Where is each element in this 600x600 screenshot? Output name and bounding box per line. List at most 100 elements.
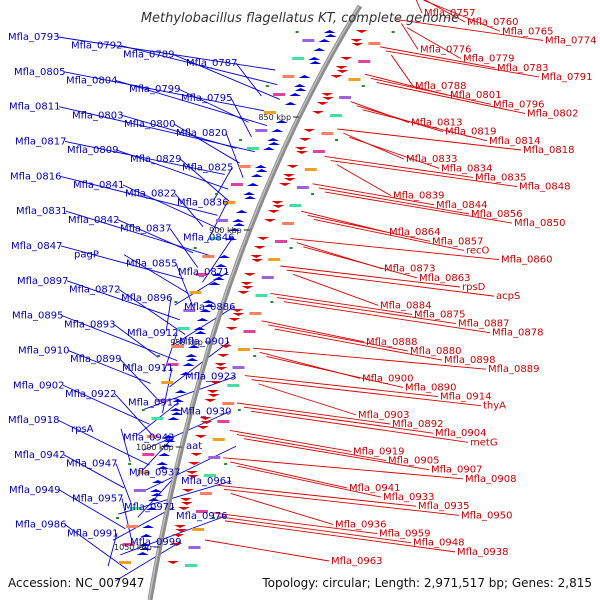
- gene-label-plus[interactable]: metG: [470, 437, 498, 448]
- gene-label-plus[interactable]: Mfla_0801: [450, 90, 502, 101]
- gene-label-minus[interactable]: aat: [186, 441, 202, 452]
- gene-label-minus[interactable]: Mfla_0922: [65, 389, 117, 400]
- gene-label-plus[interactable]: Mfla_0813: [411, 118, 463, 129]
- gene-label-minus[interactable]: Mfla_0901: [179, 337, 231, 348]
- gene-arrow-plus[interactable]: [175, 529, 188, 532]
- gene-label-plus[interactable]: Mfla_0941: [349, 483, 401, 494]
- gene-arrow-plus[interactable]: [312, 111, 325, 114]
- gene-label-minus[interactable]: Mfla_0816: [10, 171, 62, 182]
- gene-label-plus[interactable]: Mfla_0779: [463, 54, 515, 65]
- gene-label-plus[interactable]: Mfla_0857: [432, 236, 484, 247]
- gene-arrow-minus[interactable]: [186, 358, 199, 361]
- gene-arrow-minus[interactable]: [156, 462, 169, 465]
- gene-label-minus[interactable]: Mfla_0923: [185, 372, 237, 383]
- gene-label-plus[interactable]: Mfla_0914: [440, 392, 492, 403]
- gene-label-minus[interactable]: Mfla_0787: [186, 58, 238, 69]
- gene-label-plus[interactable]: Mfla_0898: [444, 355, 496, 366]
- gene-label-minus[interactable]: Mfla_0793: [8, 32, 60, 43]
- gene-arrow-minus[interactable]: [170, 412, 183, 415]
- gene-label-plus[interactable]: acpS: [496, 291, 520, 302]
- gene-label-minus[interactable]: Mfla_0792: [71, 41, 123, 52]
- gene-arrow-plus[interactable]: [179, 498, 192, 501]
- gene-label-plus[interactable]: Mfla_0935: [418, 501, 470, 512]
- gene-label-minus[interactable]: Mfla_0896: [121, 293, 173, 304]
- gene-arrow-plus[interactable]: [170, 543, 183, 546]
- gene-label-minus[interactable]: Mfla_0902: [13, 380, 65, 391]
- gene-label-plus[interactable]: Mfla_0963: [331, 556, 383, 567]
- gene-arrow-minus[interactable]: [324, 34, 337, 37]
- gene-label-plus[interactable]: Mfla_0959: [379, 529, 431, 540]
- gene-label-minus[interactable]: Mfla_0872: [69, 285, 121, 296]
- gene-label-minus[interactable]: Mfla_0805: [14, 67, 66, 78]
- gene-arrow-plus[interactable]: [286, 165, 299, 168]
- gene-arrow-plus[interactable]: [282, 174, 295, 177]
- gene-label-plus[interactable]: Mfla_0933: [383, 492, 435, 503]
- gene-arrow-minus[interactable]: [289, 93, 302, 96]
- gene-label-plus[interactable]: Mfla_0938: [457, 547, 509, 558]
- gene-label-minus[interactable]: Mfla_0789: [123, 49, 175, 60]
- gene-arrow-minus[interactable]: [284, 102, 297, 105]
- gene-arrow-plus[interactable]: [181, 489, 194, 492]
- gene-label-minus[interactable]: rpsA: [71, 424, 94, 435]
- gene-arrow-minus[interactable]: [145, 507, 158, 510]
- gene-arrow-minus[interactable]: [228, 228, 241, 231]
- gene-arrow-minus[interactable]: [158, 453, 171, 456]
- gene-label-plus[interactable]: Mfla_0834: [441, 163, 493, 174]
- gene-arrow-minus[interactable]: [271, 129, 284, 132]
- gene-arrow-plus[interactable]: [253, 246, 266, 249]
- gene-label-plus[interactable]: Mfla_0760: [467, 17, 519, 28]
- gene-arrow-plus[interactable]: [240, 282, 253, 285]
- gene-label-plus[interactable]: Mfla_0948: [413, 538, 465, 549]
- gene-arrow-minus[interactable]: [208, 282, 221, 285]
- gene-label-plus[interactable]: recO: [466, 245, 490, 256]
- gene-arrow-minus[interactable]: [211, 273, 224, 276]
- gene-arrow-plus[interactable]: [204, 399, 217, 402]
- gene-arrow-plus[interactable]: [172, 534, 185, 537]
- gene-arrow-plus[interactable]: [217, 354, 230, 357]
- gene-label-minus[interactable]: Mfla_0943: [123, 433, 175, 444]
- gene-label-minus[interactable]: Mfla_0913: [128, 398, 180, 409]
- gene-arrow-plus[interactable]: [316, 102, 329, 105]
- gene-arrow-minus[interactable]: [233, 223, 246, 226]
- gene-arrow-minus[interactable]: [167, 417, 180, 420]
- gene-arrow-minus[interactable]: [160, 444, 173, 447]
- gene-label-plus[interactable]: Mfla_0839: [393, 191, 445, 202]
- gene-arrow-minus[interactable]: [232, 219, 245, 222]
- gene-label-minus[interactable]: Mfla_0803: [72, 110, 124, 121]
- gene-arrow-minus[interactable]: [199, 309, 212, 312]
- gene-label-minus[interactable]: Mfla_0799: [129, 84, 181, 95]
- gene-label-minus[interactable]: Mfla_0829: [130, 154, 182, 165]
- gene-arrow-plus[interactable]: [200, 421, 213, 424]
- gene-arrow-plus[interactable]: [167, 561, 180, 564]
- gene-arrow-minus[interactable]: [169, 408, 182, 411]
- gene-arrow-minus[interactable]: [293, 84, 306, 87]
- gene-label-minus[interactable]: Mfla_0986: [15, 520, 67, 531]
- gene-arrow-minus[interactable]: [163, 439, 176, 442]
- gene-arrow-plus[interactable]: [271, 201, 284, 204]
- gene-arrow-plus[interactable]: [214, 363, 227, 366]
- gene-label-minus[interactable]: Mfla_0837: [120, 224, 172, 235]
- gene-arrow-minus[interactable]: [157, 466, 170, 469]
- gene-label-plus[interactable]: Mfla_0783: [497, 63, 549, 74]
- gene-arrow-plus[interactable]: [278, 183, 291, 186]
- gene-arrow-minus[interactable]: [254, 165, 267, 168]
- gene-label-plus[interactable]: Mfla_0875: [414, 309, 466, 320]
- gene-arrow-minus[interactable]: [147, 498, 160, 501]
- gene-label-plus[interactable]: Mfla_0907: [431, 465, 483, 476]
- gene-label-minus[interactable]: Mfla_0846: [183, 232, 235, 243]
- gene-arrow-plus[interactable]: [272, 205, 285, 208]
- gene-arrow-minus[interactable]: [298, 75, 311, 78]
- gene-label-plus[interactable]: Mfla_0856: [471, 209, 523, 220]
- gene-label-minus[interactable]: Mfla_0947: [66, 459, 118, 470]
- gene-arrow-plus[interactable]: [294, 147, 307, 150]
- gene-label-minus[interactable]: Mfla_0971: [124, 502, 176, 513]
- gene-arrow-plus[interactable]: [335, 66, 348, 69]
- gene-arrow-minus[interactable]: [225, 237, 238, 240]
- gene-label-minus[interactable]: Mfla_0800: [124, 119, 176, 130]
- gene-label-plus[interactable]: Mfla_0903: [358, 410, 410, 421]
- gene-label-minus[interactable]: Mfla_0847: [11, 241, 63, 252]
- gene-arrow-plus[interactable]: [219, 345, 232, 348]
- gene-label-plus[interactable]: Mfla_0950: [461, 510, 513, 521]
- gene-label-minus[interactable]: Mfla_0976: [176, 511, 228, 522]
- gene-arrow-minus[interactable]: [142, 525, 155, 528]
